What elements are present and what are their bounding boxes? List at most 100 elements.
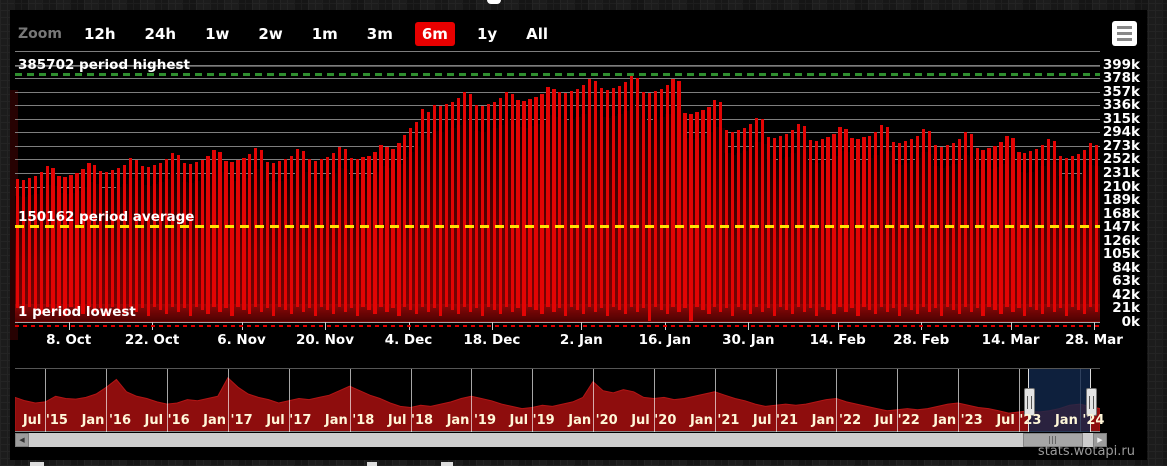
day-column-bar[interactable] [474,104,479,309]
day-column-bar[interactable] [629,74,634,308]
day-column-bar[interactable] [164,159,169,315]
zoom-button-1m[interactable]: 1m [311,25,338,43]
day-column-bar[interactable] [975,148,979,309]
day-column-bar[interactable] [671,78,675,308]
day-column-bar[interactable] [784,134,789,310]
day-column-bar[interactable] [385,147,389,312]
day-column-bar[interactable] [57,175,61,309]
day-column-bar[interactable] [540,93,544,315]
navigator-selection-window[interactable] [1028,369,1091,432]
day-column-bar[interactable] [75,172,79,310]
day-column-bar[interactable] [230,162,234,317]
day-column-bar[interactable] [301,151,306,312]
day-column-bar[interactable] [248,154,252,315]
day-column-bar[interactable] [313,160,318,317]
day-column-bar[interactable] [605,89,610,317]
day-column-bar[interactable] [236,160,240,307]
day-column-bar[interactable] [492,101,496,310]
day-column-bar[interactable] [695,112,699,307]
day-column-bar[interactable] [814,141,818,317]
day-column-bar[interactable] [319,158,324,307]
day-column-bar[interactable] [534,97,538,310]
day-column-bar[interactable] [832,133,836,315]
day-column-bar[interactable] [558,91,562,309]
day-column-bar[interactable] [134,160,139,312]
day-column-bar[interactable] [1094,145,1099,312]
day-column-bar[interactable] [760,119,765,312]
day-column-bar[interactable] [963,132,967,308]
day-column-bar[interactable] [224,160,228,309]
day-column-bar[interactable] [1082,149,1087,315]
day-column-bar[interactable] [582,85,586,315]
day-column-bar[interactable] [850,138,854,309]
day-column-bar[interactable] [486,103,490,307]
day-column-bar[interactable] [570,91,574,307]
day-column-bar[interactable] [1017,151,1021,309]
day-column-bar[interactable] [874,131,878,315]
day-column-bar[interactable] [373,151,377,315]
day-column-bar[interactable] [39,172,43,315]
day-column-bar[interactable] [725,130,729,309]
day-column-bar[interactable] [278,161,282,307]
day-column-bar[interactable] [266,161,270,309]
day-column-bar[interactable] [1047,138,1051,308]
day-column-bar[interactable] [588,78,592,308]
day-column-bar[interactable] [909,139,914,310]
zoom-button-3m[interactable]: 3m [366,25,393,43]
day-column-bar[interactable] [188,163,192,317]
scrollbar-thumb[interactable] [1022,433,1084,447]
day-column-bar[interactable] [707,106,711,315]
scrollbar[interactable]: ◀ ▶ [15,433,1107,447]
day-column-bar[interactable] [289,155,294,315]
zoom-button-2w[interactable]: 2w [258,25,283,43]
day-column-bar[interactable] [367,155,371,310]
day-column-bar[interactable] [176,154,180,312]
day-column-bar[interactable] [409,128,413,310]
day-column-bar[interactable] [611,87,616,307]
day-column-bar[interactable] [415,122,419,315]
day-column-bar[interactable] [182,162,186,309]
day-column-bar[interactable] [498,98,502,315]
day-column-bar[interactable] [677,80,681,312]
day-column-bar[interactable] [206,156,210,315]
day-column-bar[interactable] [528,99,532,307]
day-column-bar[interactable] [576,89,580,310]
day-column-bar[interactable] [480,105,484,317]
day-column-bar[interactable] [1029,151,1033,307]
day-column-bar[interactable] [307,159,312,309]
zoom-button-1y[interactable]: 1y [476,25,498,43]
day-column-bar[interactable] [69,174,73,307]
day-column-bar[interactable] [105,172,109,317]
day-column-bar[interactable] [1070,155,1075,307]
day-column-bar[interactable] [283,159,288,310]
navigator[interactable]: Jul '15 Jan '16 Jul '16 Jan '17 Jul '17 Jan '… [15,368,1104,432]
day-column-bar[interactable] [778,136,783,307]
day-column-bar[interactable] [766,136,771,309]
day-column-bar[interactable] [516,100,520,309]
zoom-button-6m[interactable]: 6m [414,22,455,46]
zoom-button-12h[interactable]: 12h [83,25,116,43]
day-column-bar[interactable] [93,164,97,312]
day-column-bar[interactable] [564,92,568,317]
day-column-bar[interactable] [1064,157,1069,317]
day-column-bar[interactable] [826,137,830,310]
zoom-button-1w[interactable]: 1w [205,25,230,43]
day-column-bar[interactable] [999,142,1003,315]
day-column-bar[interactable] [921,129,926,308]
day-column-bar[interactable] [218,151,222,312]
day-column-bar[interactable] [880,125,884,308]
day-column-bar[interactable] [117,168,121,310]
export-menu-button[interactable] [1112,21,1137,46]
day-column-bar[interactable] [731,131,735,317]
day-column-bar[interactable] [99,171,103,309]
day-column-bar[interactable] [331,153,335,315]
day-column-bar[interactable] [713,100,717,308]
day-column-bar[interactable] [593,80,598,312]
day-column-bar[interactable] [659,89,663,310]
day-column-bar[interactable] [421,109,425,308]
day-column-bar[interactable] [81,169,85,315]
day-column-bar[interactable] [868,135,872,310]
day-column-bar[interactable] [701,110,705,310]
day-column-bar[interactable] [87,162,91,308]
zoom-button-all[interactable]: All [526,25,549,43]
